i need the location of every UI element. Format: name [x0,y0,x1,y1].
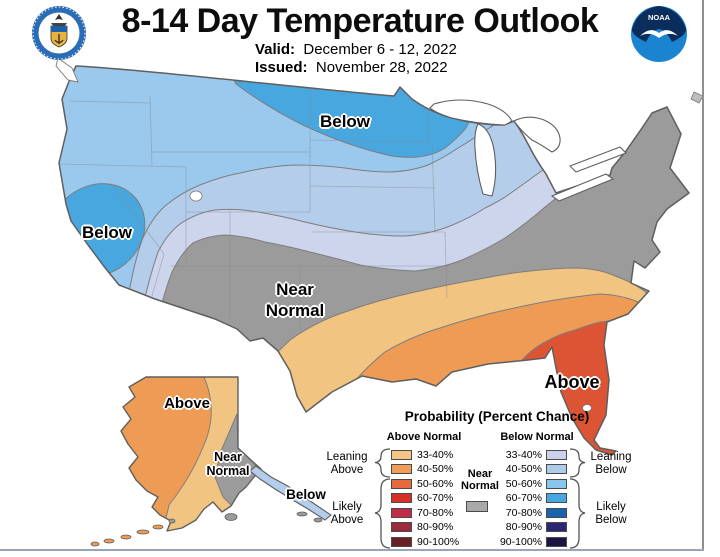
legend-near-normal-label: Near Normal [461,468,499,492]
lake-michigan [474,123,497,197]
brace-leaning-below [569,448,586,478]
vancouver-island [55,57,79,83]
legend-pct-below-33-40: 33-40% [505,449,542,461]
legend-below-normal-header: Below Normal [500,431,574,443]
legend-pct-above-50-60: 50-60% [417,478,454,490]
legend-swatch-above-33-40 [391,450,412,460]
great-lakes [429,99,627,202]
legend-swatch-below-50-60 [546,479,567,489]
brace-leaning-above [374,448,391,478]
map-label-below-west: Below [81,223,133,242]
lake-ontario [569,146,627,173]
legend-swatch-above-90-100 [391,537,412,547]
map-label-above-southeast: Above [544,372,600,392]
alaska-islands [90,511,323,547]
lake-okeechobee [582,404,592,412]
legend-pct-below-40-50: 40-50% [505,463,542,475]
legend-likely-below-label: Likely Below [595,501,627,526]
lake-huron [513,116,561,153]
legend-pct-above-60-70: 60-70% [417,492,454,504]
noaa-logo: NOAA [631,6,687,62]
lake-superior [429,99,513,126]
legend-swatch-above-60-70 [391,493,412,503]
legend-pct-below-70-80: 70-80% [505,507,542,519]
legend-pct-below-60-70: 60-70% [505,492,542,504]
legend-swatch-above-70-80 [391,508,412,518]
legend-title: Probability (Percent Chance) [404,409,590,424]
legend-swatch-below-60-70 [546,493,567,503]
legend-pct-above-33-40: 33-40% [417,449,454,461]
valid-value: December 6 - 12, 2022 [303,41,457,58]
legend-likely-above-label: Likely Above [330,501,364,526]
legend-swatch-below-90-100 [546,537,567,547]
legend-swatch-below-80-90 [546,522,567,532]
noaa-seagull-icon [640,30,678,38]
map-label-alaska-above: Above [164,395,210,412]
legend-swatch-above-80-90 [391,522,412,532]
legend-pct-above-80-90: 80-90% [417,521,454,533]
legend-above-normal-header: Above Normal [386,431,462,443]
region-alaska-below-panhandle [249,465,332,521]
issued-value: November 28, 2022 [315,58,448,76]
legend-swatch-below-40-50 [546,464,567,474]
seal-eagle-wings [51,23,67,26]
valid-line: Valid: December 6 - 12, 2022 [255,41,457,59]
frame-bottom-line [0,549,704,551]
valid-issued-block: Valid: December 6 - 12, 2022 Issued: Nov… [255,41,457,76]
page-title: 8-14 Day Temperature Outlook [121,2,599,40]
map-label-near-normal: Near Normal [265,280,325,320]
nova-scotia [690,91,704,104]
seal-shield-chief [51,26,67,32]
legend-pct-below-80-90: 80-90% [505,521,542,533]
frame-right-line [702,0,704,551]
great-salt-lake [189,190,203,202]
issued-line: Issued: November 28, 2022 [255,59,457,77]
map-label-below-north: Below [319,112,371,131]
brace-likely-above [374,478,391,549]
lake-erie [550,173,615,202]
seal-anchor [54,34,64,44]
legend-swatch-above-50-60 [391,479,412,489]
noaa-logo-text: NOAA [648,13,671,22]
seal-eagle [55,14,63,20]
legend-swatch-above-40-50 [391,464,412,474]
legend-swatch-below-33-40 [546,450,567,460]
legend-swatch-below-70-80 [546,508,567,518]
issued-label: Issued: [255,58,308,76]
commerce-seal-logo [32,6,86,60]
conus-outline [58,65,690,456]
legend-pct-below-90-100: 90-100% [499,536,542,548]
map-label-alaska-below: Below [286,487,326,502]
seal-ring-text [32,6,86,60]
legend-braces [374,448,586,549]
legend-pct-above-90-100: 90-100% [417,536,460,548]
legend-pct-below-50-60: 50-60% [505,478,542,490]
map-label-alaska-near-normal: Near Normal [206,450,250,478]
legend-leaning-above-label: Leaning Above [326,451,368,476]
legend-leaning-below-label: Leaning Below [590,451,632,476]
brace-likely-below [569,478,586,549]
legend-swatch-near-normal [466,501,488,512]
valid-label: Valid: [255,41,296,58]
legend-pct-above-70-80: 70-80% [417,507,454,519]
state-borders [59,90,448,330]
legend-pct-above-40-50: 40-50% [417,463,454,475]
